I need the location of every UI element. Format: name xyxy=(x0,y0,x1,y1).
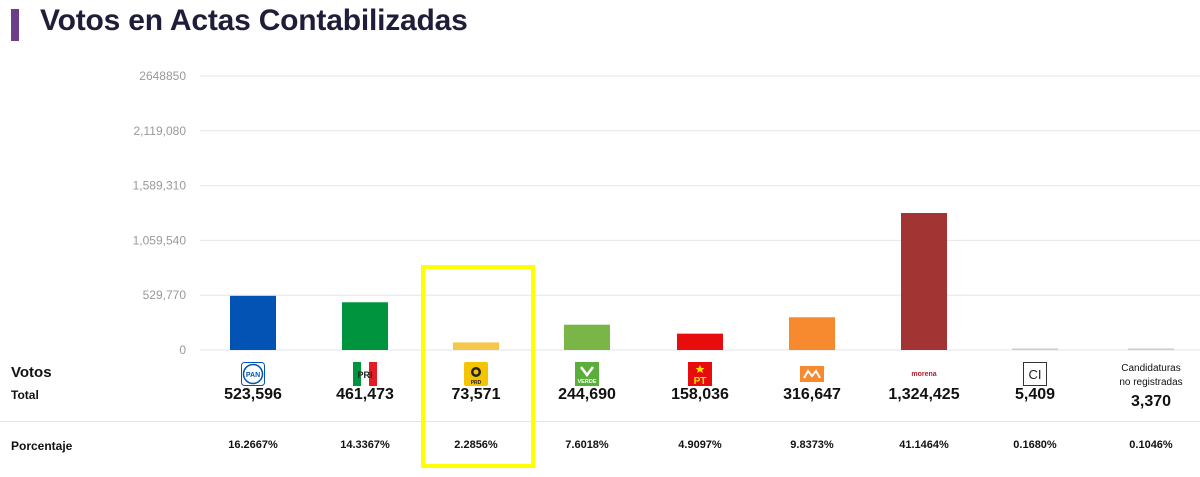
svg-text:PT: PT xyxy=(694,376,707,386)
candidaturas-no-registradas-total: 3,370 xyxy=(1130,393,1172,410)
ci-percent: 0.1680% xyxy=(1013,439,1057,451)
prd-highlight-box xyxy=(421,265,535,468)
svg-text:VERDE: VERDE xyxy=(578,379,597,385)
row-divider xyxy=(0,421,1200,422)
bar-prd[interactable] xyxy=(453,342,499,350)
y-axis: 0 529,770 1,059,540 1,589,310 2,119,080 26488… xyxy=(133,69,187,357)
mc-total: 316,647 xyxy=(783,386,841,403)
morena-percent: 41.1464% xyxy=(899,439,949,451)
verde-logo-icon: VERDE xyxy=(532,362,642,386)
y-tick-label: 2,119,080 xyxy=(134,124,187,138)
bar-mc[interactable] xyxy=(789,317,835,350)
votos-label: Votos xyxy=(11,364,52,381)
bar-pri[interactable] xyxy=(342,302,388,350)
y-tick-label: 2648850 xyxy=(139,69,186,83)
bar-candidaturas-no-registradas[interactable] xyxy=(1128,348,1174,351)
bar-chart: 0 529,770 1,059,540 1,589,310 2,119,080 26488… xyxy=(133,69,1200,357)
y-tick-label: 0 xyxy=(179,343,186,357)
mc-logo-icon xyxy=(757,362,867,386)
pri-percent: 14.3367% xyxy=(340,439,390,451)
bar-ci[interactable] xyxy=(1012,348,1058,351)
prd-total: 73,571 xyxy=(451,386,501,403)
y-tick-label: 529,770 xyxy=(143,288,187,302)
page-title: Votos en Actas Contabilizadas xyxy=(40,4,468,37)
prd-percent: 2.2856% xyxy=(454,439,498,451)
pri-total: 461,473 xyxy=(336,386,394,403)
y-tick-label: 1,589,310 xyxy=(133,179,187,193)
porcentaje-label: Porcentaje xyxy=(11,439,73,453)
title-accent-bar xyxy=(11,9,19,41)
pt-percent: 4.9097% xyxy=(678,439,722,451)
svg-text:PRI: PRI xyxy=(357,370,372,380)
pan-logo-icon: PAN xyxy=(198,362,308,386)
verde-percent: 7.6018% xyxy=(565,439,609,451)
bar-pan[interactable] xyxy=(230,295,276,350)
y-tick-label: 1,059,540 xyxy=(133,233,187,247)
pan-percent: 16.2667% xyxy=(228,439,278,451)
prd-logo-icon: PRD xyxy=(421,362,531,386)
pan-total: 523,596 xyxy=(224,386,282,403)
candidaturas-no-registradas-percent: 0.1046% xyxy=(1129,439,1173,451)
morena-logo-icon: morena xyxy=(911,370,937,378)
bar-verde[interactable] xyxy=(564,324,610,350)
ci-logo-icon: CI xyxy=(980,362,1090,386)
svg-text:PAN: PAN xyxy=(246,372,260,379)
total-label: Total xyxy=(11,388,39,402)
bar-pt[interactable] xyxy=(677,333,723,350)
pt-logo-icon: PT xyxy=(645,362,755,386)
bar-morena[interactable] xyxy=(901,213,947,350)
pri-logo-icon: PRI xyxy=(310,362,420,386)
chart-bars xyxy=(230,213,1174,350)
svg-text:PRD: PRD xyxy=(471,380,482,386)
svg-text:CI: CI xyxy=(1029,367,1042,382)
candidaturas-no-registradas-label: Candidaturas no registradas xyxy=(1119,363,1183,388)
mc-percent: 9.8373% xyxy=(790,439,834,451)
pt-total: 158,036 xyxy=(671,386,729,403)
ci-total: 5,409 xyxy=(1014,386,1056,403)
verde-total: 244,690 xyxy=(558,386,616,403)
morena-total: 1,324,425 xyxy=(888,386,960,403)
